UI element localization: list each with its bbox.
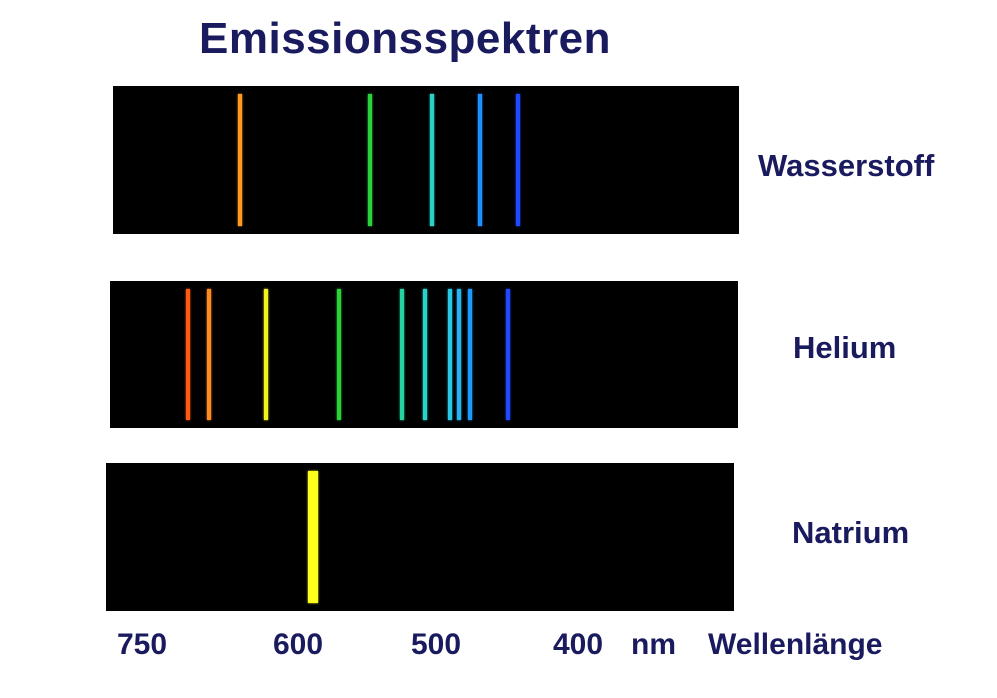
axis-tick-label: 400: [553, 628, 604, 661]
diagram-title: Emissionsspektren: [199, 14, 611, 63]
spectral-line: [237, 94, 242, 226]
spectral-line: [429, 94, 434, 226]
element-label-natrium: Natrium: [792, 515, 910, 550]
spectral-line: [185, 289, 190, 420]
spectrum-panel-natrium: [106, 463, 734, 611]
spectral-line: [337, 289, 342, 420]
spectral-line: [263, 289, 268, 420]
spectral-line: [422, 289, 427, 420]
spectral-line: [478, 94, 483, 226]
axis-unit: nm: [631, 628, 676, 661]
element-label-helium: Helium: [793, 330, 897, 365]
spectrum-panel-helium: [110, 281, 738, 428]
spectral-line: [206, 289, 211, 420]
spectral-line: [516, 94, 521, 226]
spectral-line: [448, 289, 453, 420]
spectral-line: [399, 289, 404, 420]
spectral-line: [506, 289, 511, 420]
element-label-wasserstoff: Wasserstoff: [758, 148, 935, 183]
axis-tick-label: 600: [273, 628, 324, 661]
spectral-line: [367, 94, 372, 226]
spectrum-panel-wasserstoff: [113, 86, 739, 234]
axis-tick-label: 500: [411, 628, 462, 661]
spectral-line: [468, 289, 473, 420]
spectral-line: [308, 471, 319, 603]
axis-title: Wellenlänge: [708, 628, 883, 661]
axis-tick-label: 750: [117, 628, 168, 661]
spectral-line: [456, 289, 461, 420]
